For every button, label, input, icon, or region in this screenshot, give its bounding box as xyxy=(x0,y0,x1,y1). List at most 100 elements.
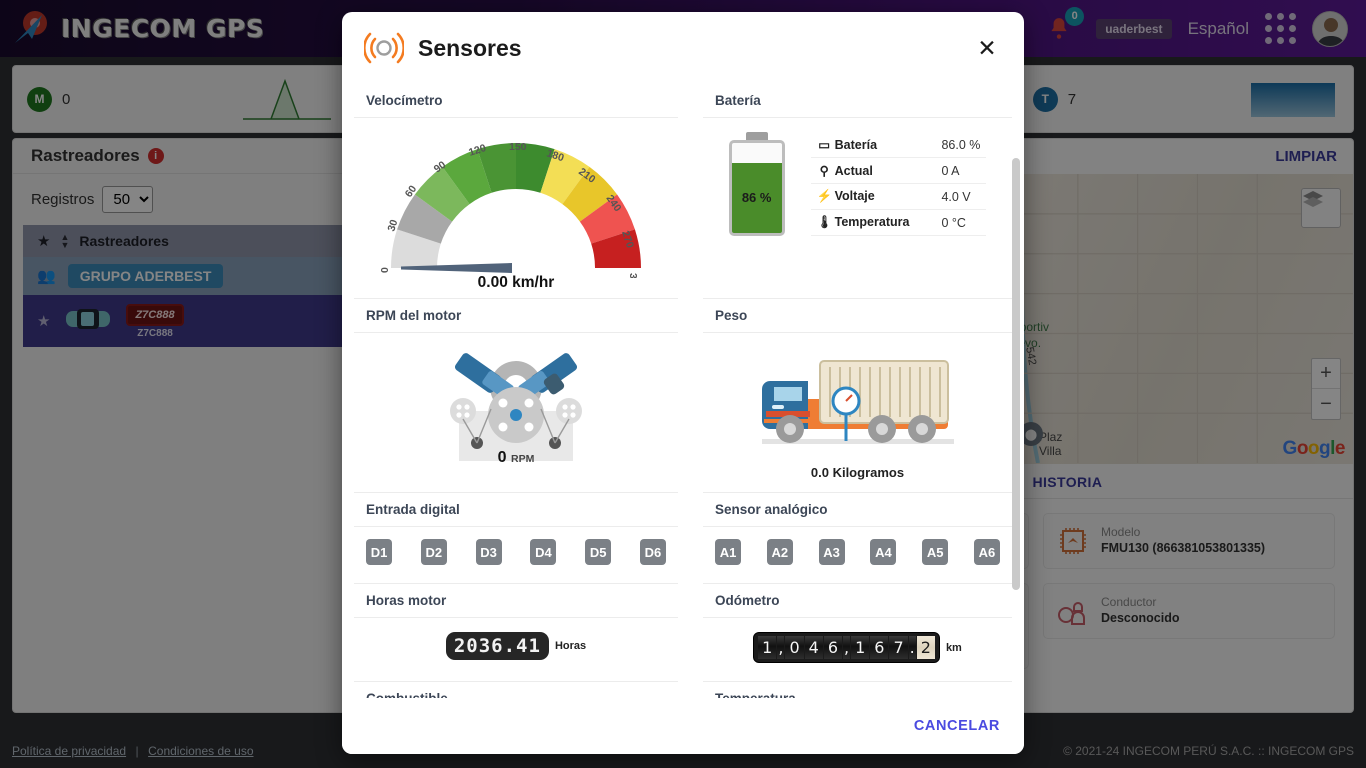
table-row: ▭ Batería 86.0 % xyxy=(810,132,987,158)
modal-scrollbar-thumb[interactable] xyxy=(1012,158,1020,590)
info-card-model[interactable]: Modelo FMU130 (866381053801335) xyxy=(1043,513,1335,569)
digital-input-chip[interactable]: D2 xyxy=(420,539,447,565)
battery-row-value: 0 °C xyxy=(915,209,987,236)
analog-sensor-chip[interactable]: A6 xyxy=(973,539,1000,565)
group-name-chip[interactable]: GRUPO ADERBEST xyxy=(67,264,224,288)
battery-readings-table: ▭ Batería 86.0 % ⚲ Actual 0 A ⚡ Voltaje 4.0… xyxy=(810,132,987,236)
kpi-sparkline xyxy=(1251,83,1335,117)
apps-grid-icon[interactable] xyxy=(1265,13,1296,44)
info-card-value: Desconocido xyxy=(1101,611,1180,625)
user-tag[interactable]: uaderbest xyxy=(1096,18,1172,39)
table-row: ⚡ Voltaje 4.0 V xyxy=(810,183,987,210)
modal-body[interactable]: Velocímetro xyxy=(342,84,1024,698)
clear-button[interactable]: LIMPIAR xyxy=(1275,148,1337,165)
truck-illustration xyxy=(761,360,954,444)
analog-sensor-chip[interactable]: A1 xyxy=(715,539,741,565)
card-title-battery: Batería xyxy=(703,84,1012,118)
digital-input-chip[interactable]: D4 xyxy=(530,539,557,565)
svg-text:120: 120 xyxy=(467,142,488,159)
ingecom-logo-icon xyxy=(12,9,54,49)
table-row: 🌡 Temperatura 0 °C xyxy=(810,209,987,236)
kpi-sparkline xyxy=(243,78,332,120)
privacy-policy-link[interactable]: Política de privacidad xyxy=(12,744,127,758)
info-card-label: Conductor xyxy=(1101,595,1157,609)
column-header-trackers: Rastreadores xyxy=(79,233,169,249)
weight-value: 0.0 Kilogramos xyxy=(810,465,905,480)
analog-sensor-chip[interactable]: A2 xyxy=(766,539,793,565)
tab-historia[interactable]: HISTORIA xyxy=(1032,474,1103,490)
close-icon[interactable]: ✕ xyxy=(977,34,997,61)
driver-icon xyxy=(1056,595,1090,627)
avatar[interactable] xyxy=(1312,10,1348,47)
thermometer-icon: 🌡 xyxy=(816,215,833,229)
map-label: Villa xyxy=(1039,444,1062,458)
language-selector[interactable]: Español xyxy=(1187,18,1249,38)
notifications-bell-icon[interactable]: 0 xyxy=(1046,6,1085,46)
kpi-letter: M xyxy=(27,86,52,112)
star-icon: ★ xyxy=(37,233,51,250)
notification-badge: 0 xyxy=(1065,6,1085,26)
info-card-driver[interactable]: Conductor Desconocido xyxy=(1043,583,1335,639)
odometer-digit: 6 xyxy=(870,636,889,659)
odometer-digit: 6 xyxy=(823,636,842,659)
brand-name: INGECOM GPS xyxy=(61,14,265,43)
card-battery: Batería 86 % xyxy=(703,84,1012,298)
modal-header: Sensores ✕ xyxy=(342,12,1024,84)
card-title-speedometer: Velocímetro xyxy=(354,84,678,118)
cancel-button[interactable]: CANCELAR xyxy=(913,718,1000,734)
sensors-modal: Sensores ✕ Velocímetro xyxy=(342,12,1024,754)
rpm-value: 0 xyxy=(497,449,507,466)
map-layers-button[interactable] xyxy=(1301,188,1341,228)
analog-sensor-chip[interactable]: A4 xyxy=(870,539,897,565)
engine-hours-unit: Horas xyxy=(554,640,587,652)
rpm-readout: 0 RPM xyxy=(441,449,591,467)
odometer-digit: . xyxy=(908,636,916,659)
chip-icon xyxy=(1056,525,1090,557)
card-analog-sensor: Sensor analógico A1 A2 A3 A4 A5 A6 xyxy=(703,492,1012,583)
card-fuel: Combustible F F F xyxy=(354,681,678,698)
digital-input-chip[interactable]: D1 xyxy=(366,539,392,565)
info-card-label: Modelo xyxy=(1101,525,1141,539)
records-label: Registros xyxy=(31,191,95,208)
odometer-digit: 4 xyxy=(804,636,823,659)
records-select[interactable]: 50 xyxy=(102,186,154,213)
speedometer-gauge: 0 30 60 90 120 150 180 210 240 270 xyxy=(366,128,666,291)
digital-input-chip[interactable]: D5 xyxy=(585,539,612,565)
card-title-weight: Peso xyxy=(703,298,1012,333)
svg-text:150: 150 xyxy=(509,141,527,153)
battery-row-value: 0 A xyxy=(915,157,987,184)
battery-icon: ▭ xyxy=(818,138,831,152)
zoom-out-button[interactable]: − xyxy=(1320,392,1332,415)
plug-icon: ⚲ xyxy=(819,164,829,178)
copyright-text: © 2021-24 INGECOM PERÚ S.A.C. :: INGECOM… xyxy=(1063,744,1354,758)
modal-title: Sensores xyxy=(418,34,522,61)
car-icon xyxy=(64,306,112,337)
info-icon[interactable]: i xyxy=(147,148,164,164)
digital-input-chip[interactable]: D3 xyxy=(475,539,502,565)
favorite-star-icon[interactable]: ★ xyxy=(37,313,51,330)
svg-text:0: 0 xyxy=(379,267,391,273)
analog-sensor-chip[interactable]: A5 xyxy=(922,539,949,565)
odometer-unit: km xyxy=(945,641,962,654)
kpi-card[interactable]: M 0 xyxy=(13,66,349,132)
brand-logo-area[interactable]: INGECOM GPS xyxy=(0,9,264,49)
kpi-card[interactable]: T 7 xyxy=(1019,66,1353,132)
vehicle-name: Z7C888 xyxy=(137,327,173,339)
map-zoom-controls[interactable]: + − xyxy=(1311,358,1341,420)
sort-arrows-icon[interactable]: ▲ ▼ xyxy=(60,232,70,250)
odometer-digit: , xyxy=(777,636,785,659)
footer-separator: | xyxy=(135,744,139,758)
battery-cap xyxy=(745,132,768,140)
digital-input-chip[interactable]: D6 xyxy=(639,539,666,565)
analog-sensor-chip[interactable]: A3 xyxy=(818,539,845,565)
card-title-odometer: Odómetro xyxy=(703,583,1012,618)
map-label: Plaz xyxy=(1039,430,1063,444)
terms-link[interactable]: Condiciones de uso xyxy=(148,744,254,758)
card-title-engine-hours: Horas motor xyxy=(354,583,678,618)
info-card-value: FMU130 (866381053801335) xyxy=(1101,541,1266,555)
card-rpm: RPM del motor xyxy=(354,298,678,492)
battery-visual: 86 % xyxy=(728,132,785,236)
rpm-unit: RPM xyxy=(511,453,535,465)
zoom-in-button[interactable]: + xyxy=(1312,359,1340,389)
odometer-digit: 1 xyxy=(851,636,870,659)
